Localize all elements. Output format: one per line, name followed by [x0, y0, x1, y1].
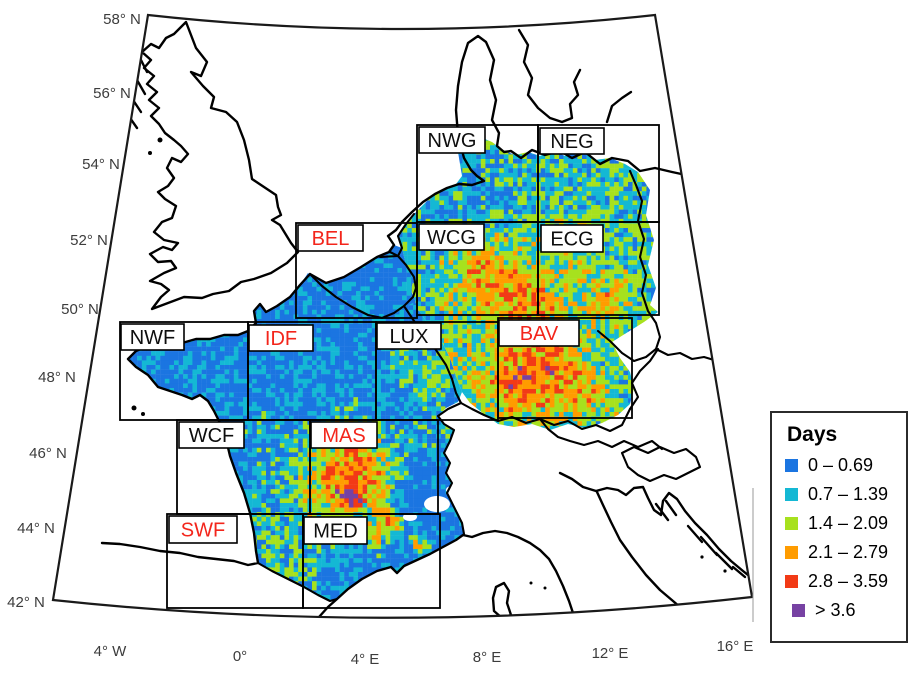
region-label-BEL: BEL	[312, 228, 350, 250]
region-label-box-NEG	[539, 127, 605, 155]
legend-entry-3: 2.1 – 2.79	[785, 542, 900, 563]
region-label-NWG: NWG	[428, 130, 477, 152]
region-box-BAV	[497, 317, 633, 419]
lon-tick-8E: 8° E	[473, 649, 502, 666]
region-label-box-BAV	[498, 319, 580, 347]
legend-swatch-icon	[785, 546, 798, 559]
region-label-box-NWF	[120, 323, 185, 351]
region-label-box-BEL	[297, 224, 364, 252]
country-borders	[256, 169, 716, 603]
legend: Days 0 – 0.69 0.7 – 1.39 1.4 – 2.09 2.1 – 2…	[770, 411, 908, 643]
region-label-WCG: WCG	[427, 227, 476, 249]
lon-tick-4E: 4° E	[351, 651, 380, 668]
legend-swatch-icon	[785, 575, 798, 588]
region-label-box-IDF	[248, 324, 314, 352]
region-label-box-WCF	[178, 421, 245, 449]
legend-label: 2.1 – 2.79	[808, 542, 889, 562]
region-label-box-WCG	[418, 223, 485, 251]
region-label-IDF: IDF	[265, 328, 297, 350]
legend-entry-2: 1.4 – 2.09	[785, 513, 900, 534]
legend-swatch-icon	[785, 459, 798, 472]
lat-tick-54N: 54° N	[82, 156, 120, 173]
region-label-MED: MED	[313, 521, 357, 543]
lon-tick-0: 0°	[233, 648, 247, 665]
legend-entry-5: > 3.6	[785, 600, 900, 621]
lat-tick-48N: 48° N	[38, 369, 76, 386]
legend-rows: 0 – 0.69 0.7 – 1.39 1.4 – 2.09 2.1 – 2.79 2.…	[785, 455, 900, 621]
lat-tick-58N: 58° N	[103, 11, 141, 28]
legend-title: Days	[787, 423, 838, 446]
legend-swatch-icon	[792, 604, 805, 617]
legend-label: 0.7 – 1.39	[808, 484, 889, 504]
region-label-box-ECG	[540, 224, 604, 253]
region-label-BAV: BAV	[520, 323, 559, 345]
legend-label: 0 – 0.69	[808, 455, 874, 475]
lat-tick-50N: 50° N	[61, 301, 99, 318]
coastlines	[100, 20, 752, 618]
legend-label: > 3.6	[815, 600, 856, 620]
map-frame	[51, 13, 754, 619]
lon-tick-12E: 12° E	[592, 645, 629, 662]
lon-tick-16E: 16° E	[717, 638, 754, 655]
lat-tick-46N: 46° N	[29, 445, 67, 462]
legend-swatch-icon	[785, 488, 798, 501]
legend-swatch-icon	[785, 517, 798, 530]
legend-entry-4: 2.8 – 3.59	[785, 571, 900, 592]
region-label-ECG: ECG	[550, 229, 593, 251]
region-label-box-NWG	[418, 126, 486, 154]
lat-tick-52N: 52° N	[70, 232, 108, 249]
region-boxes: NWG NEG BEL WCG ECG NWF IDF LUX BAV WCF MAS SWF MED	[119, 124, 660, 609]
small-islands	[90, 137, 727, 590]
region-label-box-LUX	[376, 322, 442, 350]
axis-tick-labels: 58° N 56° N 54° N 52° N 50° N 48° N 46° N 44° N…	[7, 11, 753, 668]
region-label-LUX: LUX	[390, 326, 429, 348]
region-label-box-MED	[303, 516, 368, 545]
region-label-NWF: NWF	[130, 327, 176, 349]
legend-label: 2.8 – 3.59	[808, 571, 889, 591]
region-box-MED	[302, 513, 441, 609]
region-label-box-MAS	[310, 421, 378, 449]
lat-tick-44N: 44° N	[17, 520, 55, 537]
legend-label: 1.4 – 2.09	[808, 513, 889, 533]
region-box-ECG	[537, 221, 660, 316]
region-label-NEG: NEG	[550, 131, 593, 153]
lat-tick-56N: 56° N	[93, 85, 131, 102]
region-label-box-SWF	[168, 515, 238, 544]
lat-tick-42N: 42° N	[7, 594, 45, 611]
legend-entry-0: 0 – 0.69	[785, 455, 900, 476]
region-label-MAS: MAS	[322, 425, 365, 447]
legend-entry-1: 0.7 – 1.39	[785, 484, 900, 505]
lon-tick-4W: 4° W	[94, 643, 128, 660]
region-label-WCF: WCF	[189, 425, 235, 447]
region-label-SWF: SWF	[181, 520, 225, 542]
